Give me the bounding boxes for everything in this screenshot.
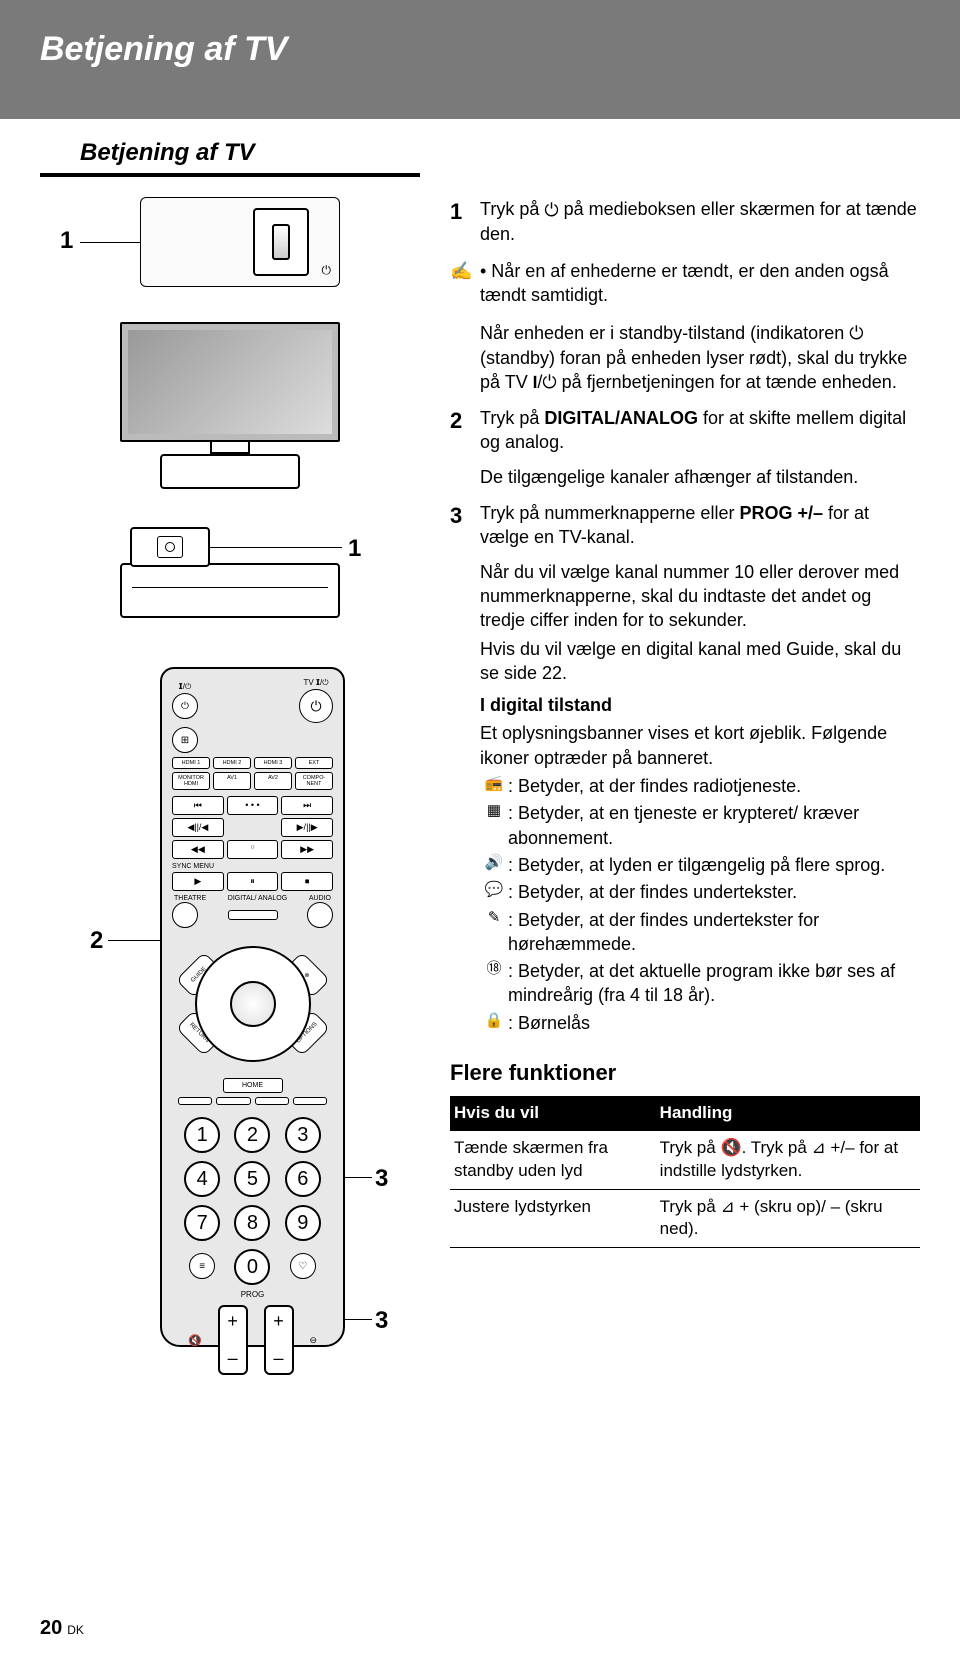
remote-btn: AV1 [213, 772, 251, 790]
remote-num-btn: 8 [234, 1205, 270, 1241]
remote-num-btn: 5 [234, 1161, 270, 1197]
callout-remote-2: 2 [90, 927, 103, 955]
remote-btn [228, 910, 278, 920]
callout-tv: 1 [60, 227, 73, 255]
radio-icon: 📻 [480, 774, 508, 798]
remote-btn: ⏮ [172, 796, 224, 815]
subtitle-icon: 💬 [480, 880, 508, 904]
tv-panel-diagram: ⏻ [140, 197, 340, 287]
callout-mediabox: 1 [348, 535, 361, 563]
table-row: Justere lydstyrken Tryk på ⊿ + (skru op)… [450, 1189, 920, 1248]
hoh-subtitle-icon: ✎ [480, 908, 508, 957]
encrypted-icon: ▦ [480, 801, 508, 850]
illustration-column: 1 ⏻ 1 2 [40, 197, 420, 1392]
audio-label: AUDIO [309, 895, 331, 902]
remote-num-btn: 1 [184, 1117, 220, 1153]
remote-btn: HDMI 2 [213, 757, 251, 769]
step-1: 1 Tryk på ⏻ på medieboksen eller skærmen… [450, 197, 920, 247]
remote-btn: EXT [295, 757, 333, 769]
standby-para: Når enheden er i standby-tilstand (indik… [450, 321, 920, 394]
remote-btn: ⏻ [299, 689, 333, 723]
remote-num-btn: 0 [234, 1249, 270, 1285]
more-functions-heading: Flere funktioner [450, 1058, 920, 1088]
mediabox-diagram [120, 527, 340, 618]
sync-menu-label: SYNC MENU [172, 863, 333, 870]
functions-table: Hvis du vil Handling Tænde skærmen fra s… [450, 1096, 920, 1249]
remote-diagram: 𝗜/⏻ ⏻ TV 𝗜/⏻ ⏻ ⊞ HDMI 1 HDMI 2 HDMI 3 EX… [160, 667, 345, 1347]
remote-btn: ▶▶ [281, 840, 333, 859]
remote-btn: ⏸ [227, 872, 279, 891]
remote-num-btn: 9 [285, 1205, 321, 1241]
table-header-col2: Handling [656, 1096, 920, 1131]
note-icon: ✍ [450, 259, 480, 308]
remote-btn: • • • [227, 796, 279, 815]
subtitle: Betjening af TV [40, 139, 420, 177]
remote-dpad: GUIDE ⊕ RETURN OPTIONS [183, 934, 323, 1074]
remote-btn [172, 902, 198, 928]
remote-prog-rocker: +– [264, 1305, 294, 1375]
monitor-diagram [120, 322, 340, 489]
remote-btn: ≡ [189, 1253, 215, 1279]
icon-legend: 📻: Betyder, at der findes radiotjeneste.… [480, 774, 920, 1035]
remote-btn: ⏻ [172, 693, 198, 719]
remote-btn: ○ [227, 840, 279, 859]
remote-btn: ⏹ [281, 872, 333, 891]
remote-btn: ◀||/◀ [172, 818, 224, 837]
remote-btn: HDMI 1 [172, 757, 210, 769]
callout-prog-3: 3 [375, 1307, 388, 1335]
remote-btn: ⏭ [281, 796, 333, 815]
remote-btn: ▶ [172, 872, 224, 891]
remote-btn: AV2 [254, 772, 292, 790]
remote-btn: ♡ [290, 1253, 316, 1279]
remote-num-btn: 7 [184, 1205, 220, 1241]
note: ✍ • Når en af enhederne er tændt, er den… [450, 259, 920, 308]
step-2: 2 Tryk på DIGITAL/ANALOG for at skifte m… [450, 406, 920, 489]
remote-home-btn: HOME [223, 1078, 283, 1093]
remote-num-btn: 4 [184, 1161, 220, 1197]
remote-vol-rocker: +– [218, 1305, 248, 1375]
remote-btn: ▶/||▶ [281, 818, 333, 837]
remote-btn [307, 902, 333, 928]
remote-num-btn: 6 [285, 1161, 321, 1197]
digital-analog-label: DIGITAL/ ANALOG [228, 895, 287, 902]
lock-icon: 🔒 [480, 1011, 508, 1035]
remote-btn: ⊞ [172, 727, 198, 753]
age-rating-icon: ⑱ [480, 959, 508, 1008]
digital-mode-heading: I digital tilstand [480, 693, 920, 717]
remote-btn: COMPO- NENT [295, 772, 333, 790]
step-3: 3 Tryk på nummerknapperne eller PROG +/–… [450, 501, 920, 1038]
callout-numpad-3: 3 [375, 1165, 388, 1193]
remote-btn: MONITOR HDMI [172, 772, 210, 790]
remote-btn: ◀◀ [172, 840, 224, 859]
table-row: Tænde skærmen fra standby uden lyd Tryk … [450, 1131, 920, 1189]
multilang-audio-icon: 🔊 [480, 853, 508, 877]
remote-num-btn: 3 [285, 1117, 321, 1153]
instruction-column: 1 Tryk på ⏻ på medieboksen eller skærmen… [450, 197, 920, 1392]
prog-label: PROG [172, 1291, 333, 1299]
remote-num-btn: 2 [234, 1117, 270, 1153]
power-icon: ⏻ [544, 198, 558, 222]
page-number: 20 DK [40, 1617, 84, 1640]
table-header-col1: Hvis du vil [450, 1096, 656, 1131]
page-title: Betjening af TV [40, 30, 920, 69]
theatre-label: THEATRE [174, 895, 206, 902]
remote-btn: HDMI 3 [254, 757, 292, 769]
